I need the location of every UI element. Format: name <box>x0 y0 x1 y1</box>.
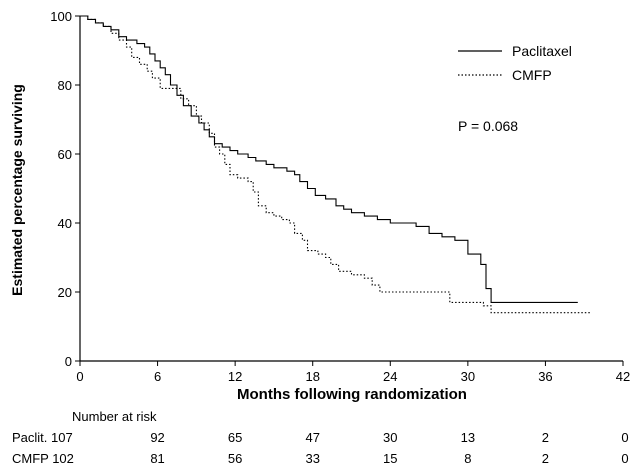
series-line-paclitaxel <box>80 15 578 303</box>
y-tick-label: 40 <box>58 216 72 231</box>
risk-value: 92 <box>150 430 164 445</box>
risk-table-header: Number at risk <box>72 409 157 424</box>
p-value-annotation: P = 0.068 <box>458 118 518 134</box>
x-tick-label: 12 <box>228 369 242 384</box>
risk-value: 47 <box>305 430 319 445</box>
y-tick-label: 60 <box>58 147 72 162</box>
risk-value: 0 <box>621 451 628 466</box>
risk-value: 2 <box>542 451 549 466</box>
risk-value: 13 <box>461 430 475 445</box>
risk-table-values: 92 65 47 30 13 2 0 81 56 33 15 8 2 0 <box>150 430 628 466</box>
legend-label-cmfp: CMFP <box>512 67 552 83</box>
risk-value: 81 <box>150 451 164 466</box>
y-tick-label: 80 <box>58 78 72 93</box>
x-tick-label: 18 <box>305 369 319 384</box>
x-tick-label: 24 <box>383 369 397 384</box>
y-tick-label: 20 <box>58 285 72 300</box>
risk-value: 56 <box>228 451 242 466</box>
legend-label-paclitaxel: Paclitaxel <box>512 43 572 59</box>
x-tick-label: 30 <box>461 369 475 384</box>
risk-value: 0 <box>621 430 628 445</box>
risk-row-label-cmfp: CMFP 102 <box>12 451 74 466</box>
risk-row-label-paclitaxel: Paclit. 107 <box>12 430 73 445</box>
x-tick-label: 6 <box>154 369 161 384</box>
x-tick-label: 36 <box>538 369 552 384</box>
risk-value: 2 <box>542 430 549 445</box>
y-axis-label: Estimated percentage surviving <box>9 84 25 296</box>
series-line-cmfp <box>80 15 591 314</box>
x-axis-label: Months following randomization <box>237 386 467 403</box>
risk-value: 15 <box>383 451 397 466</box>
risk-value: 8 <box>464 451 471 466</box>
axes: 0 6 12 18 24 30 36 42 0 20 40 60 80 100 <box>50 9 630 384</box>
y-tick-label: 100 <box>50 9 72 24</box>
legend: Paclitaxel CMFP <box>458 43 572 83</box>
risk-value: 33 <box>305 451 319 466</box>
x-tick-label: 42 <box>616 369 630 384</box>
x-tick-label: 0 <box>76 369 83 384</box>
risk-value: 30 <box>383 430 397 445</box>
survival-curves <box>80 15 591 314</box>
y-tick-label: 0 <box>65 354 72 369</box>
risk-value: 65 <box>228 430 242 445</box>
